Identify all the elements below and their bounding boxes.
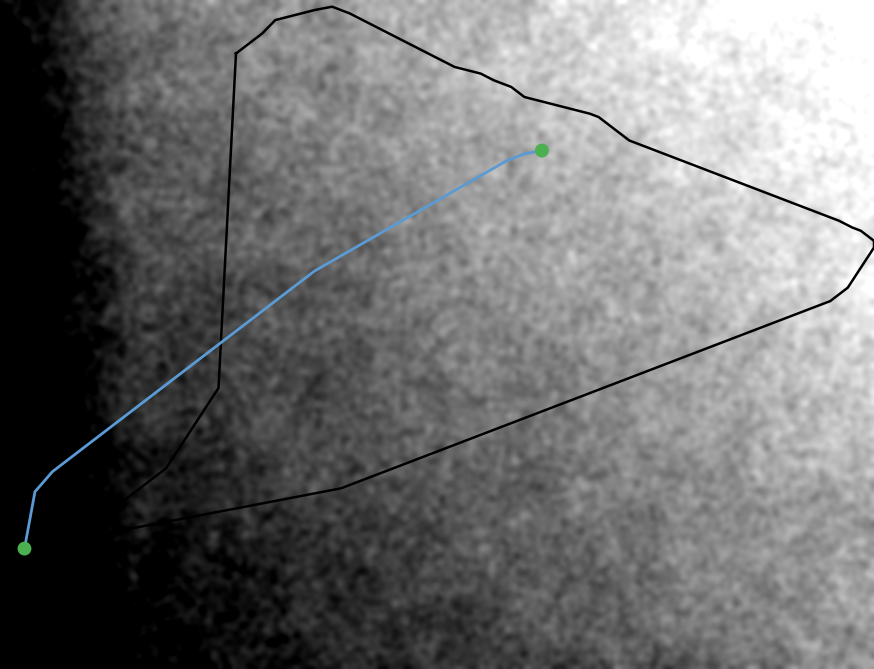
Point	[535, 145, 549, 156]
Point	[17, 543, 31, 554]
